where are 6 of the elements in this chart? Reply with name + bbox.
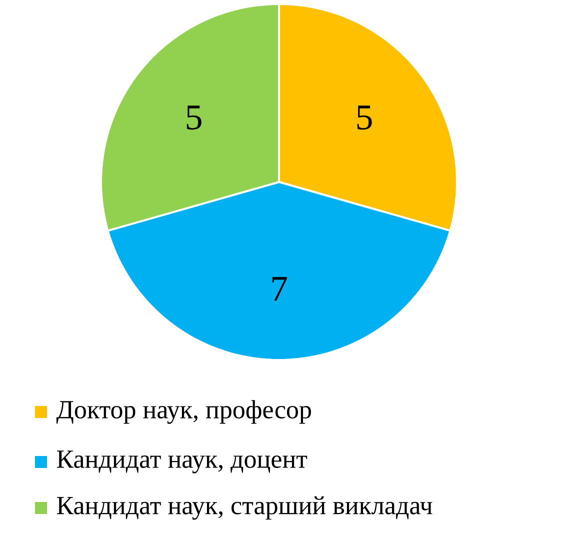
- data-label: 5: [357, 106, 372, 130]
- data-label: 7: [272, 277, 287, 301]
- legend-label: Кандидат наук, доцент: [56, 450, 308, 474]
- legend-label: Доктор наук, професор: [56, 400, 311, 424]
- data-label: 5: [186, 106, 202, 130]
- legend-label: Кандидат наук, старший викладач: [56, 496, 432, 520]
